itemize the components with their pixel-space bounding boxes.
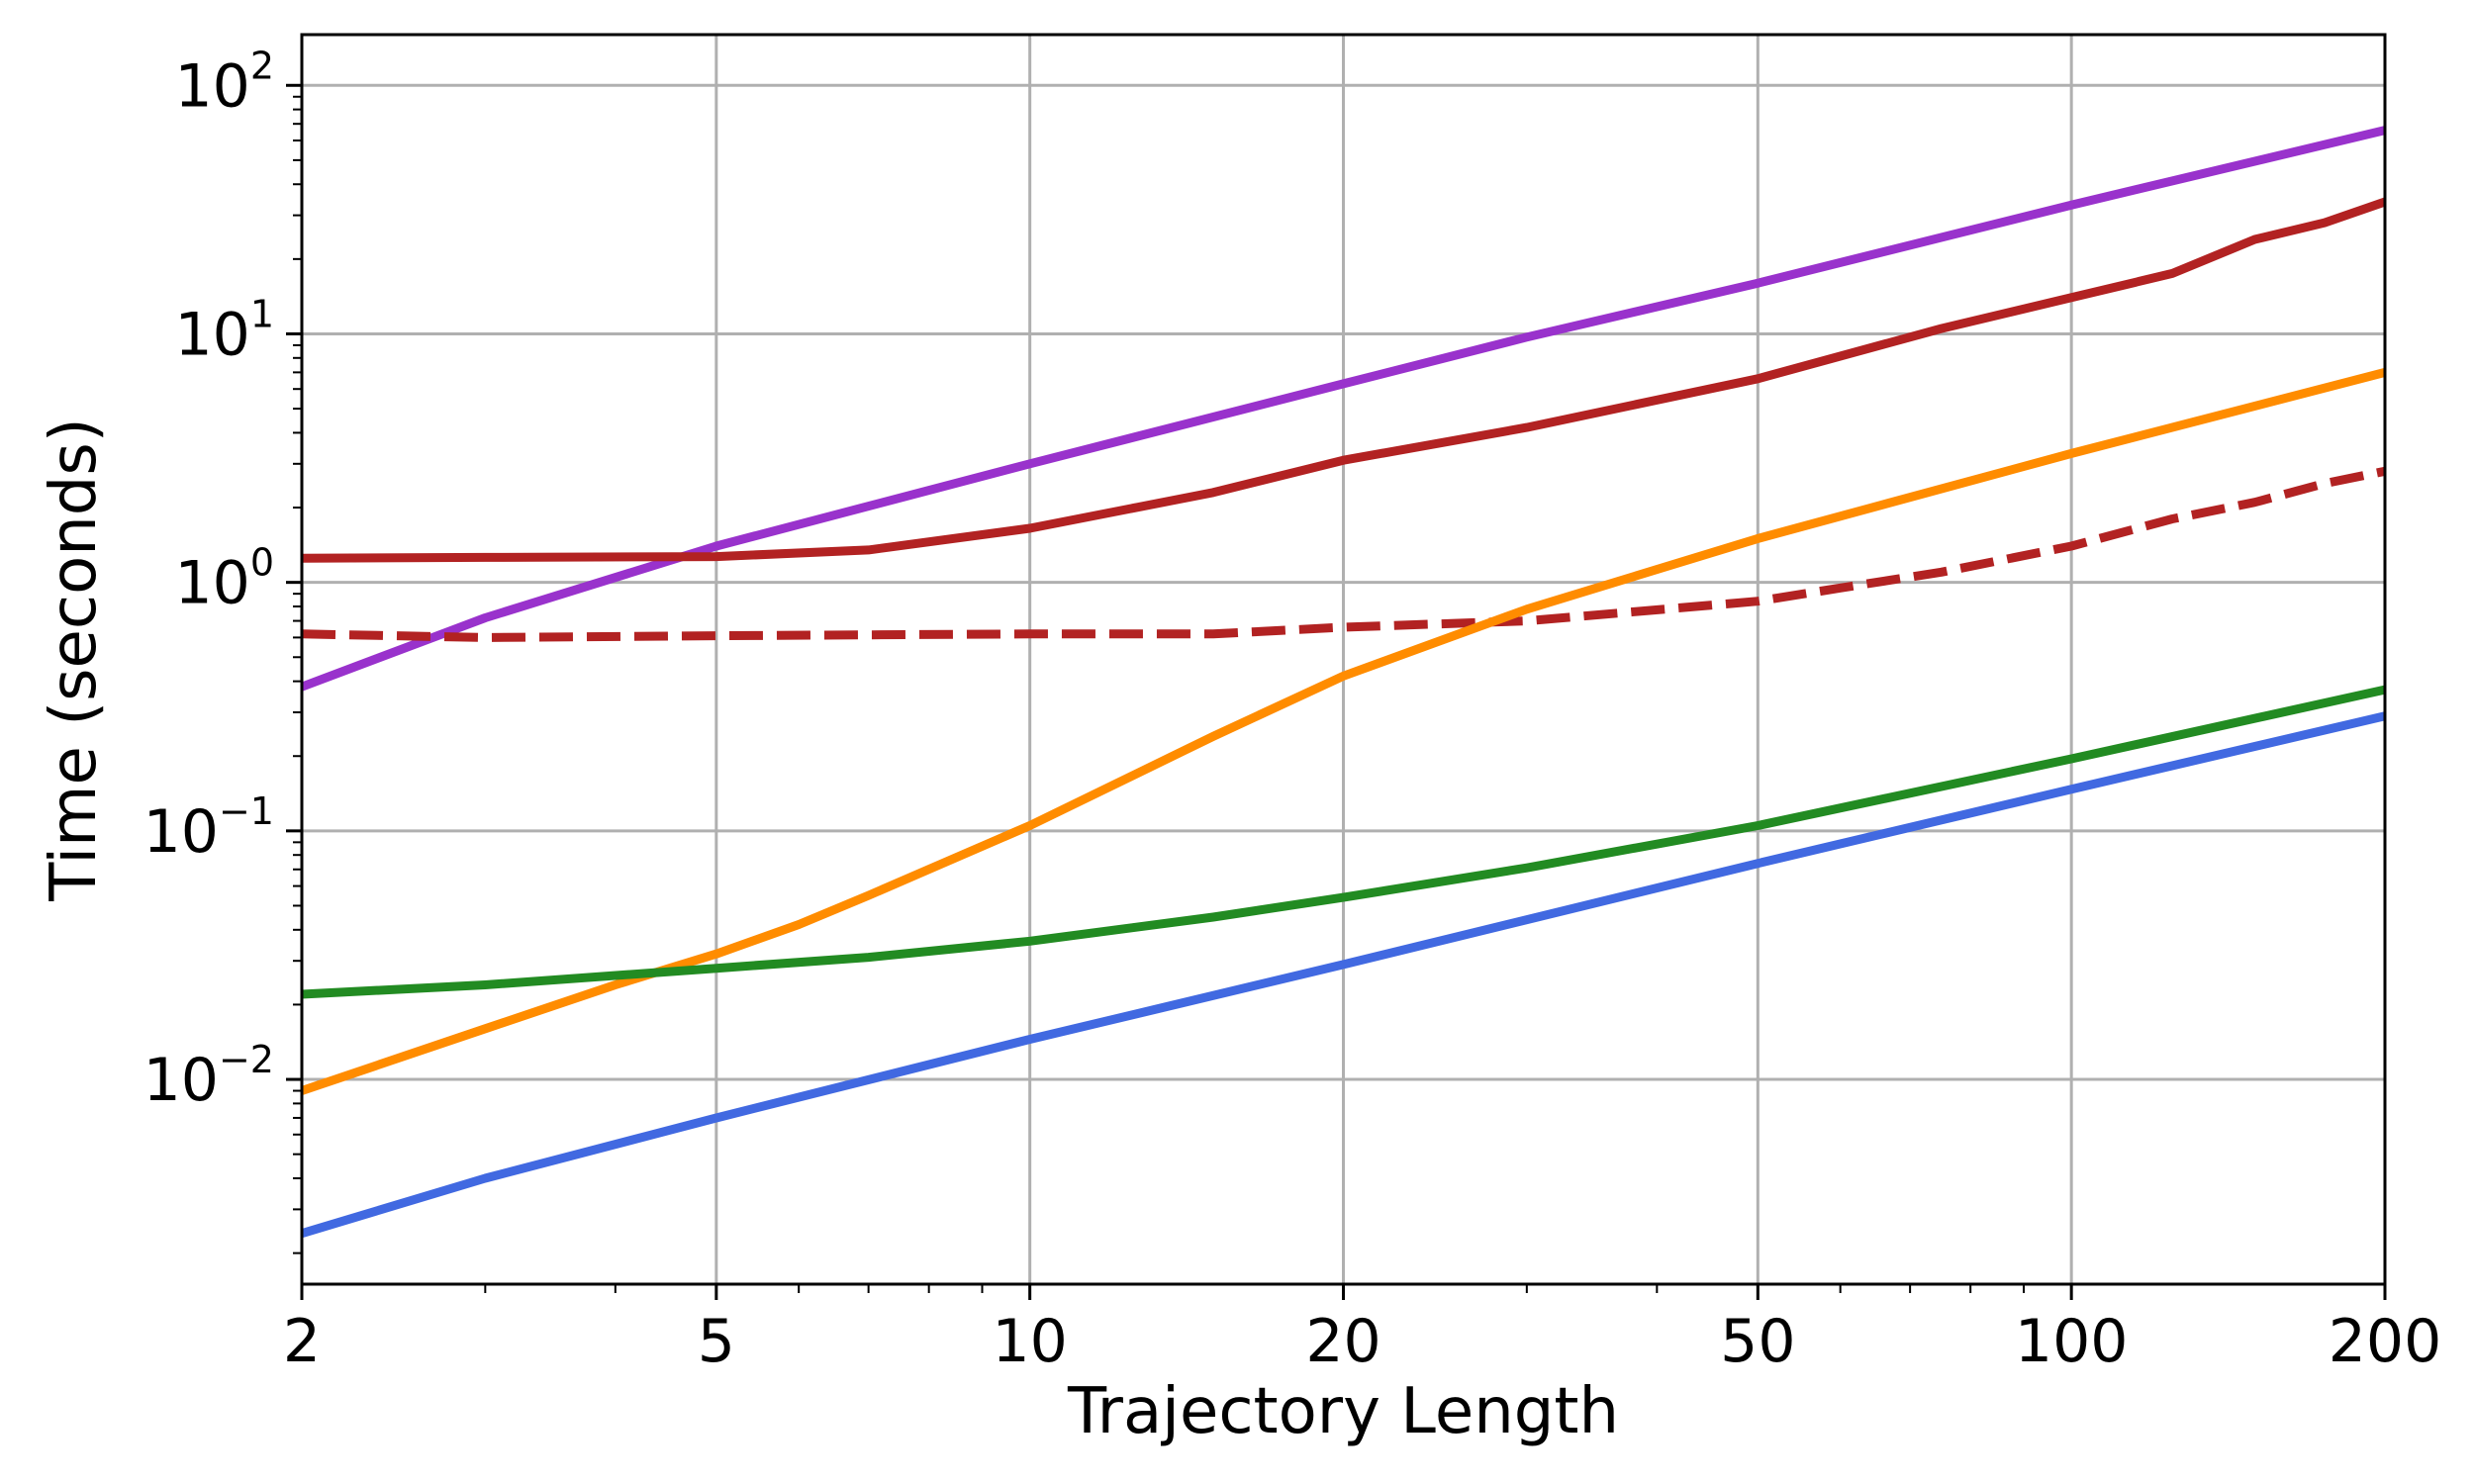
- series-line-2: [301, 197, 2387, 563]
- series-line-4: [300, 368, 2387, 1095]
- x-tick-label: 5: [698, 1307, 735, 1376]
- x-axis-label: Trajectory Length: [1067, 1375, 1619, 1448]
- y-tick-label: 10−2: [143, 1038, 274, 1115]
- y-tick-label: 101: [174, 292, 274, 369]
- grid: [300, 35, 2387, 1284]
- series-layer: [300, 126, 2387, 1239]
- x-axis-ticks: 2 5 10 20 50 100 200: [283, 1284, 2441, 1376]
- x-tick-label: 20: [1305, 1307, 1380, 1376]
- y-tick-label: 10−1: [143, 789, 274, 867]
- series-line-1: [300, 126, 2387, 692]
- series-line-5: [301, 685, 2386, 999]
- y-tick-label: 100: [174, 541, 274, 618]
- x-tick-label: 100: [2015, 1307, 2129, 1376]
- x-tick-label: 2: [283, 1307, 321, 1376]
- y-axis-label: Time (seconds): [38, 417, 111, 902]
- x-tick-label: 50: [1720, 1307, 1795, 1376]
- x-tick-label: 10: [992, 1307, 1067, 1376]
- minor-ticks: [293, 84, 2386, 1293]
- x-tick-label: 200: [2329, 1307, 2442, 1376]
- series-line-6: [300, 711, 2387, 1239]
- y-tick-label: 102: [174, 44, 274, 121]
- y-axis-ticks: 10−2 10−1 100 101 102: [143, 44, 302, 1115]
- series-line-3: [301, 466, 2386, 642]
